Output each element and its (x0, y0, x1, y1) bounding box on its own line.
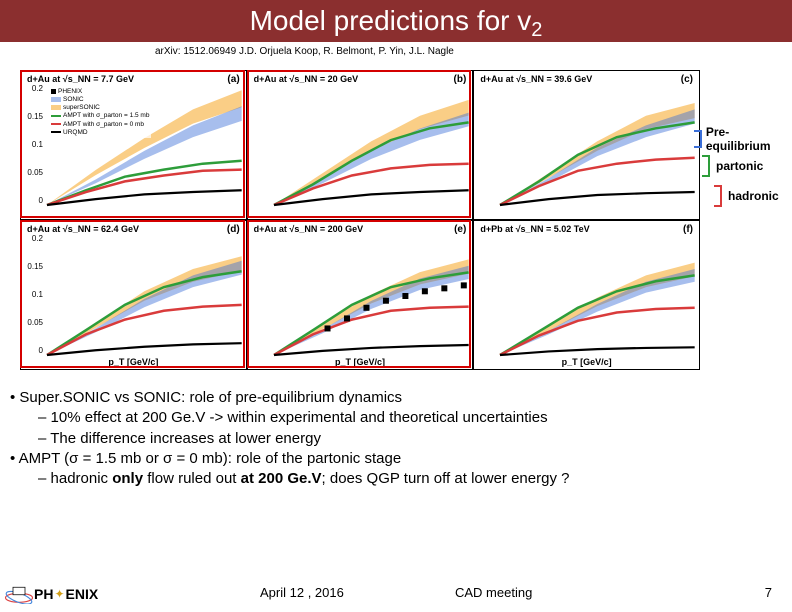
bullet-list: Super.SONIC vs SONIC: role of pre-equili… (10, 388, 780, 489)
anno-part: partonic (716, 159, 763, 173)
logo-enix: ENIX (66, 586, 99, 602)
logo-ph: PH (34, 586, 53, 602)
bullet-item: AMPT (σ = 1.5 mb or σ = 0 mb): role of t… (10, 449, 780, 490)
title-sub: 2 (531, 19, 542, 41)
title-bar: Model predictions for v2 (0, 0, 792, 42)
highlight-box (247, 70, 472, 218)
highlight-box (247, 220, 472, 368)
star-icon: ✦ (54, 587, 64, 601)
bullet-sub-item: hadronic only flow ruled out at 200 Ge.V… (38, 469, 780, 489)
footer: PH ✦ ENIX April 12 , 2016 CAD meeting 7 (0, 576, 792, 606)
slide-title: Model predictions for v2 (250, 5, 543, 37)
footer-pagenum: 7 (765, 585, 772, 600)
title-main: Model predictions for v (250, 5, 532, 36)
citation-text: arXiv: 1512.06949 J.D. Orjuela Koop, R. … (155, 46, 792, 57)
phenix-logo-icon (4, 584, 34, 604)
bullet-sub-item: The difference increases at lower energy (38, 429, 780, 449)
chart-panel-f: d+Pb at √s_NN = 5.02 TeV (f) p_T [GeV/c] (473, 220, 700, 370)
highlight-box (20, 220, 245, 368)
panel-label: d+Au at √s_NN = 39.6 GeV (480, 74, 592, 84)
panel-label: d+Pb at √s_NN = 5.02 TeV (480, 224, 589, 234)
bullet-sub-item: 10% effect at 200 Ge.V -> within experim… (38, 408, 780, 428)
bullet-item: Super.SONIC vs SONIC: role of pre-equili… (10, 388, 780, 449)
panel-tag: (c) (681, 74, 693, 85)
bracket-pre-icon (694, 130, 702, 148)
chart-grid: d+Au at √s_NN = 7.7 GeV(a)0.20.150.10.05… (20, 70, 700, 370)
phenix-logo: PH ✦ ENIX (4, 584, 98, 604)
chart-panel-c: d+Au at √s_NN = 39.6 GeV (c) (473, 70, 700, 220)
side-annotations: Pre-equilibrium partonic hadronic (700, 70, 792, 370)
footer-date: April 12 , 2016 (260, 585, 344, 600)
highlight-box (20, 70, 245, 218)
bracket-had-icon (714, 185, 722, 207)
anno-had: hadronic (728, 189, 779, 203)
x-axis-label: p_T [GeV/c] (562, 357, 612, 367)
bracket-part-icon (702, 155, 710, 177)
anno-pre: Pre-equilibrium (706, 125, 792, 153)
panel-tag: (f) (683, 224, 693, 235)
footer-meeting: CAD meeting (455, 585, 532, 600)
